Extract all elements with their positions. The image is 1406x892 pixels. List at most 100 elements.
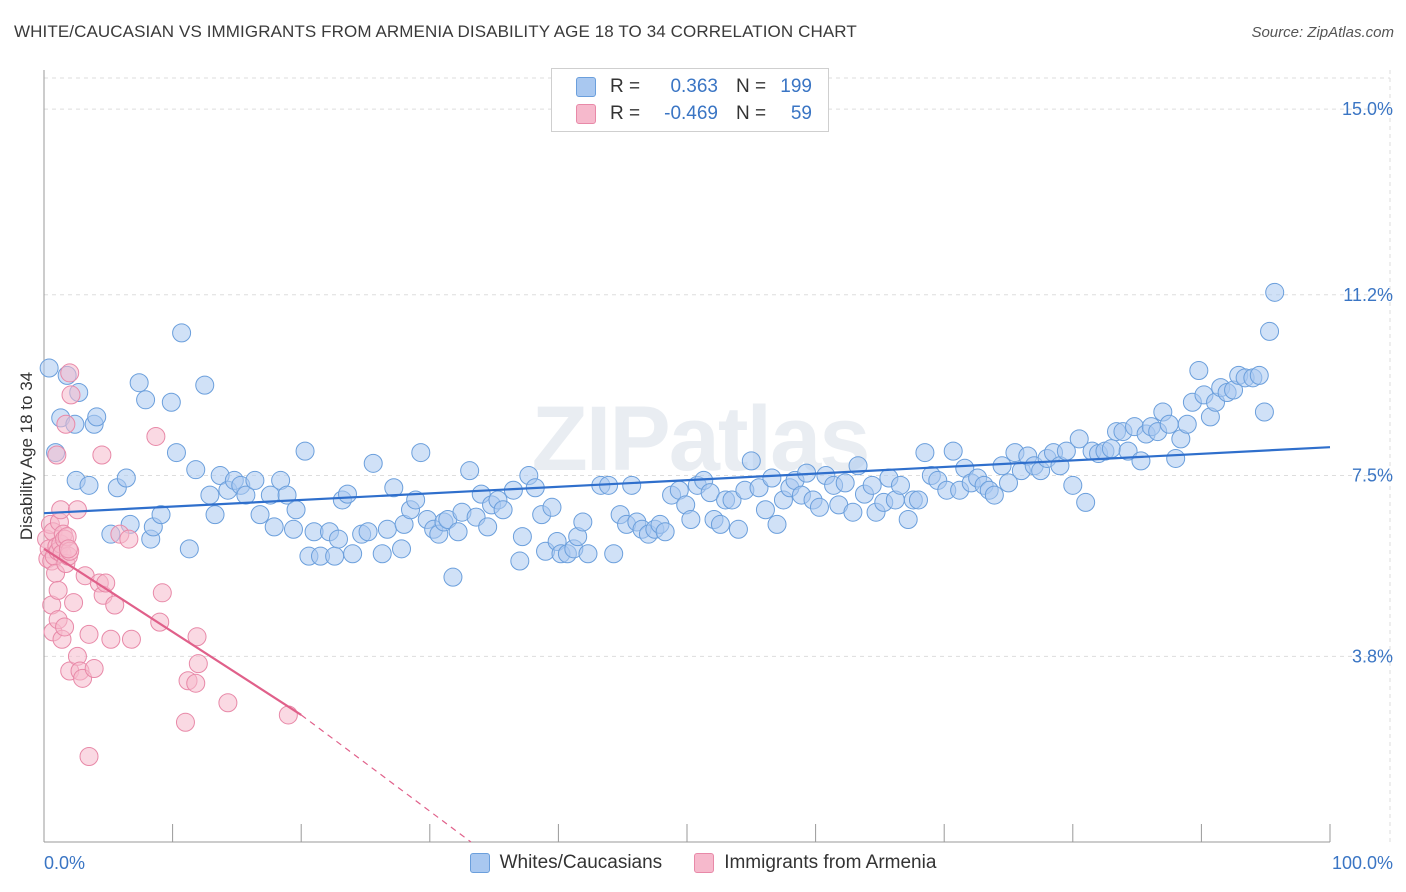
data-point-whites xyxy=(358,522,378,542)
data-point-whites xyxy=(512,527,532,547)
data-point-whites xyxy=(195,375,215,395)
data-point-armenia xyxy=(84,659,104,679)
legend-item-whites: Whites/Caucasians xyxy=(469,852,663,874)
tick-labels: 3.8% 7.5% 11.2% 15.0% 0.0% 100.0% xyxy=(44,99,1393,873)
data-point-armenia xyxy=(146,426,166,446)
legend-row-whites: R = 0.363 N = 199 xyxy=(576,74,812,100)
data-point-whites xyxy=(161,392,181,412)
data-point-whites xyxy=(741,451,761,471)
data-point-whites xyxy=(542,497,562,517)
legend-label-armenia: Immigrants from Armenia xyxy=(724,852,937,873)
data-point-whites xyxy=(245,470,265,490)
legend-n-value: 59 xyxy=(790,103,812,124)
data-point-whites xyxy=(116,468,136,488)
data-point-whites xyxy=(460,461,480,481)
data-point-whites xyxy=(136,390,156,410)
data-point-whites xyxy=(250,505,270,525)
data-point-whites xyxy=(205,505,225,525)
data-point-whites xyxy=(984,485,1004,505)
data-point-armenia xyxy=(58,539,78,559)
data-point-whites xyxy=(328,529,348,549)
y-tick-label: 11.2% xyxy=(1343,285,1393,305)
legend-swatch-pink xyxy=(576,104,596,124)
legend-row-armenia: R = -0.469 N = 59 xyxy=(576,101,812,127)
data-point-whites xyxy=(384,478,404,498)
data-point-whites xyxy=(1249,365,1269,385)
data-point-whites xyxy=(510,551,530,571)
data-point-whites xyxy=(372,544,392,564)
data-point-armenia xyxy=(152,583,172,603)
data-point-whites xyxy=(264,517,284,537)
data-point-whites xyxy=(236,485,256,505)
data-point-whites xyxy=(681,510,701,530)
data-point-whites xyxy=(862,475,882,495)
legend-n-label: N = xyxy=(736,103,767,124)
data-point-whites xyxy=(755,500,775,520)
data-point-whites xyxy=(295,441,315,461)
data-point-whites xyxy=(79,475,99,495)
data-point-whites xyxy=(166,443,186,463)
data-point-whites xyxy=(1101,439,1121,459)
data-point-whites xyxy=(578,544,598,564)
data-point-whites xyxy=(87,407,107,427)
y-tick-label: 7.5% xyxy=(1352,466,1393,486)
data-point-whites xyxy=(200,485,220,505)
y-axis-label: Disability Age 18 to 34 xyxy=(17,372,36,540)
data-point-armenia xyxy=(92,445,112,465)
data-point-whites xyxy=(943,441,963,461)
data-point-whites xyxy=(377,519,397,539)
data-point-whites xyxy=(283,519,303,539)
x-tick-label: 100.0% xyxy=(1332,853,1393,873)
data-point-whites xyxy=(448,522,468,542)
data-point-whites xyxy=(363,453,383,473)
data-point-armenia xyxy=(79,746,99,766)
trend-line-armenia-extension xyxy=(300,714,472,843)
data-point-whites xyxy=(493,500,513,520)
data-point-whites xyxy=(39,358,59,378)
data-point-whites xyxy=(604,544,624,564)
legend-n-label: N = xyxy=(736,76,767,97)
data-point-armenia xyxy=(67,500,87,520)
data-point-whites xyxy=(443,567,463,587)
series-legend: Whites/Caucasians Immigrants from Armeni… xyxy=(0,852,1406,874)
data-point-whites xyxy=(767,514,787,534)
data-point-whites xyxy=(898,510,918,530)
legend-r-value: 0.363 xyxy=(670,76,718,97)
data-point-whites xyxy=(1265,282,1285,302)
data-point-armenia xyxy=(121,629,141,649)
data-point-armenia xyxy=(48,580,68,600)
legend-item-armenia: Immigrants from Armenia xyxy=(694,852,936,874)
data-point-whites xyxy=(843,502,863,522)
data-point-whites xyxy=(835,473,855,493)
trend-lines xyxy=(43,446,1331,843)
data-point-whites xyxy=(343,544,363,564)
y-tick-label: 3.8% xyxy=(1352,646,1393,666)
data-point-whites xyxy=(478,517,498,537)
data-point-whites xyxy=(890,475,910,495)
data-point-whites xyxy=(908,490,928,510)
data-point-whites xyxy=(573,512,593,532)
data-point-whites xyxy=(1069,429,1089,449)
data-point-whites xyxy=(179,539,199,559)
legend-label-whites: Whites/Caucasians xyxy=(499,852,663,873)
data-point-armenia xyxy=(47,445,67,465)
data-point-whites xyxy=(151,505,171,525)
data-point-whites xyxy=(1189,360,1209,380)
data-point-whites xyxy=(286,500,306,520)
legend-swatch-blue xyxy=(469,853,490,873)
data-point-armenia xyxy=(186,673,206,693)
data-point-whites xyxy=(722,490,742,510)
data-point-armenia xyxy=(60,363,80,383)
legend-r-label: R = xyxy=(610,103,641,124)
data-point-whites xyxy=(325,546,345,566)
data-point-armenia xyxy=(56,414,76,434)
data-point-whites xyxy=(186,460,206,480)
data-point-whites xyxy=(999,473,1018,493)
data-point-armenia xyxy=(187,627,207,647)
legend-r-value: -0.469 xyxy=(664,103,718,124)
data-point-whites xyxy=(1177,414,1197,434)
data-point-whites xyxy=(992,456,1012,476)
data-point-whites xyxy=(1063,475,1083,495)
data-point-whites xyxy=(1166,448,1186,468)
data-point-whites xyxy=(915,443,935,463)
